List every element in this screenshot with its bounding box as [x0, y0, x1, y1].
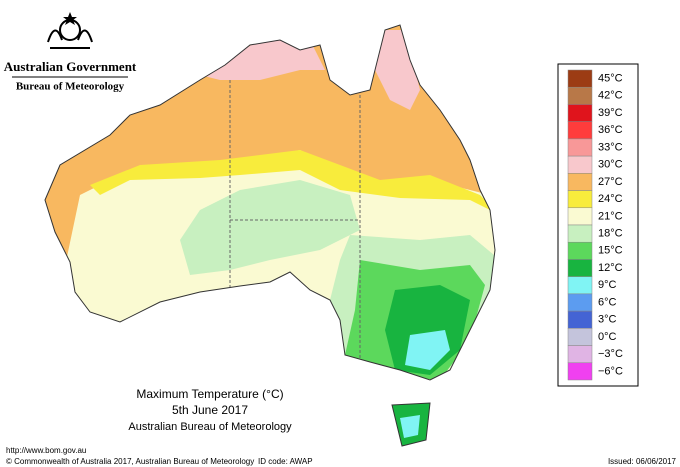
legend-label: 36°C: [598, 124, 623, 136]
legend-label: 0°C: [598, 331, 617, 343]
legend-label: 18°C: [598, 228, 623, 240]
legend-swatch: [567, 121, 593, 140]
legend-swatch: [567, 362, 593, 381]
legend-label: 24°C: [598, 193, 623, 205]
legend-swatch: [567, 293, 593, 312]
legend-swatch: [567, 310, 593, 329]
legend-label: 33°C: [598, 141, 623, 153]
legend-label: 45°C: [598, 73, 623, 85]
legend-label: −6°C: [598, 365, 623, 377]
footer-issued: Issued: 06/06/2017: [608, 457, 677, 466]
legend-swatch: [567, 345, 593, 364]
footer-url: http://www.bom.gov.au: [6, 446, 86, 455]
legend-swatch: [567, 190, 593, 209]
legend-swatch: [567, 69, 593, 88]
legend-swatch: [567, 104, 593, 122]
legend-swatch: [567, 138, 593, 157]
legend-swatch: [567, 259, 593, 277]
header-subtitle: Bureau of Meteorology: [16, 81, 125, 93]
legend-swatch: [567, 224, 593, 243]
legend-swatch: [567, 155, 593, 174]
legend-swatch: [567, 241, 593, 260]
coastline: [44, 24, 496, 447]
footer-copyright: © Commonwealth of Australia 2017, Austra…: [6, 457, 254, 466]
legend-swatch: [567, 86, 593, 105]
legend-swatch: [567, 328, 593, 346]
legend-label: 30°C: [598, 159, 623, 171]
legend-label: 6°C: [598, 296, 617, 308]
header-title: Australian Government: [4, 59, 137, 74]
map-title: Maximum Temperature (°C): [136, 387, 283, 401]
legend-swatch: [567, 173, 593, 191]
legend-label: 15°C: [598, 245, 623, 257]
legend-label: −3°C: [598, 348, 623, 360]
legend-label: 21°C: [598, 210, 623, 222]
legend-label: 12°C: [598, 262, 623, 274]
legend-label: 3°C: [598, 314, 617, 326]
legend: 45°C 42°C 39°C 36°C 33°C 30°C 27°C 24°C 21°C 18°C…: [557, 63, 639, 387]
footer-id: ID code: AWAP: [258, 457, 313, 466]
legend-label: 39°C: [598, 107, 623, 119]
legend-swatch: [567, 276, 593, 295]
map-source: Australian Bureau of Meteorology: [128, 421, 292, 433]
legend-label: 27°C: [598, 176, 623, 188]
coat-of-arms: [47, 12, 93, 49]
legend-label: 9°C: [598, 279, 617, 291]
legend-swatch: [567, 207, 593, 226]
map-date: 5th June 2017: [172, 403, 248, 417]
legend-label: 42°C: [598, 90, 623, 102]
